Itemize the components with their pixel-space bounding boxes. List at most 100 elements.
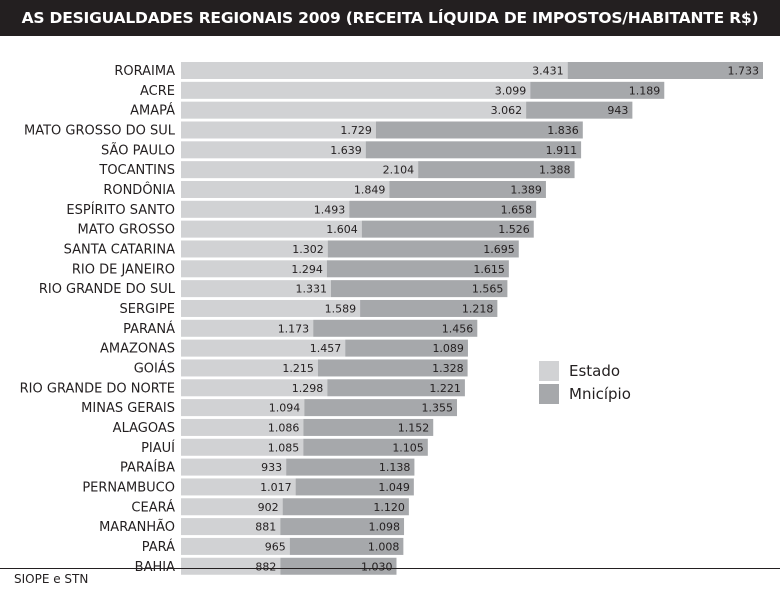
data-label: 1.030 — [361, 560, 393, 573]
category-label: CEARÁ — [131, 499, 175, 515]
data-label: 1.565 — [472, 283, 504, 296]
category-label: PARAÍBA — [120, 460, 175, 476]
bar-estado — [181, 399, 305, 417]
category-label: MINAS GERAIS — [81, 401, 175, 416]
bar-estado — [181, 478, 296, 496]
bar-municipio — [360, 299, 498, 317]
data-label: 881 — [255, 521, 276, 534]
bar-municipio — [365, 141, 582, 159]
category-label: TOCANTINS — [98, 163, 175, 178]
bar-estado — [181, 121, 376, 139]
bar-municipio — [289, 537, 404, 555]
data-label: 1.017 — [260, 481, 292, 494]
data-label: 1.218 — [462, 302, 494, 315]
data-label: 1.355 — [422, 402, 454, 415]
bar-municipio — [389, 180, 546, 198]
data-label: 1.085 — [268, 441, 300, 454]
data-label: 882 — [255, 560, 276, 573]
category-label: MATO GROSSO DO SUL — [24, 123, 176, 138]
category-label: RIO GRANDE DO SUL — [39, 282, 176, 297]
data-label: 1.298 — [292, 382, 324, 395]
bar-municipio — [349, 200, 537, 218]
category-label: MARANHÃO — [99, 519, 175, 535]
bar-estado — [181, 557, 281, 575]
category-label: RIO GRANDE DO NORTE — [20, 381, 175, 396]
bar-estado — [181, 180, 390, 198]
category-label: SANTA CATARINA — [64, 242, 175, 257]
data-label: 1.493 — [314, 203, 346, 216]
footer-divider — [0, 568, 780, 569]
data-label: 943 — [607, 104, 628, 117]
bar-municipio — [526, 101, 633, 119]
legend-label: Estado — [569, 362, 620, 380]
data-label: 1.456 — [442, 322, 474, 335]
bar-estado — [181, 280, 332, 298]
data-label: 1.331 — [296, 283, 328, 296]
category-label: PERNAMBUCO — [82, 480, 175, 495]
bar-estado — [181, 458, 287, 476]
category-label: ACRE — [140, 84, 175, 99]
bar-estado — [181, 62, 568, 79]
category-label: PIAUÍ — [141, 440, 175, 456]
bar-municipio — [280, 557, 397, 575]
bar-municipio — [326, 260, 509, 278]
bar-municipio — [317, 359, 468, 377]
bar-estado — [181, 141, 366, 159]
data-label: 1.526 — [498, 223, 530, 236]
data-label: 1.729 — [340, 124, 372, 137]
bar-estado — [181, 260, 327, 278]
data-label: 3.062 — [491, 104, 523, 117]
category-label: ESPÍRITO SANTO — [66, 202, 175, 218]
bar-estado — [181, 537, 290, 555]
bar-estado — [181, 220, 362, 238]
bar-estado — [181, 359, 318, 377]
data-label: 1.086 — [268, 421, 300, 434]
data-label: 1.615 — [473, 263, 505, 276]
data-label: 1.215 — [282, 362, 314, 375]
bar-municipio — [345, 339, 468, 357]
bar-estado — [181, 200, 350, 218]
category-label: MATO GROSSO — [78, 223, 175, 238]
bar-municipio — [303, 418, 434, 436]
data-label: 1.389 — [510, 183, 542, 196]
data-label: 1.094 — [269, 402, 301, 415]
bar-estado — [181, 518, 281, 536]
bar-municipio — [327, 240, 519, 258]
category-label: SÃO PAULO — [101, 142, 175, 158]
data-label: 1.589 — [325, 302, 357, 315]
category-label: RIO DE JANEIRO — [72, 262, 175, 277]
category-label: BAHIA — [135, 560, 175, 575]
data-label: 1.639 — [330, 144, 362, 157]
bar-estado — [181, 161, 419, 179]
bar-municipio — [295, 478, 414, 496]
data-label: 1.911 — [546, 144, 578, 157]
chart-title: AS DESIGUALDADES REGIONAIS 2009 (RECEITA… — [0, 0, 780, 36]
category-label: RONDÔNIA — [103, 182, 175, 198]
data-label: 1.849 — [354, 183, 386, 196]
bar-estado — [181, 299, 361, 317]
data-label: 965 — [265, 540, 286, 553]
data-label: 1.105 — [392, 441, 424, 454]
category-label: GOIÁS — [134, 360, 175, 376]
bar-municipio — [280, 518, 405, 536]
data-label: 1.098 — [369, 521, 401, 534]
bar-estado — [181, 81, 531, 99]
data-label: 1.008 — [368, 540, 400, 553]
legend-swatch-municipio — [539, 384, 559, 404]
data-label: 1.836 — [547, 124, 579, 137]
legend-swatch-estado — [539, 361, 559, 381]
data-label: 1.138 — [379, 461, 411, 474]
bar-municipio — [375, 121, 583, 139]
bar-estado — [181, 418, 304, 436]
bar-estado — [181, 240, 328, 258]
bar-municipio — [530, 81, 665, 99]
bar-municipio — [303, 438, 428, 456]
data-label: 2.104 — [383, 164, 415, 177]
data-label: 1.388 — [539, 164, 571, 177]
data-label: 1.302 — [292, 243, 324, 256]
data-label: 1.457 — [310, 342, 342, 355]
bar-municipio — [418, 161, 575, 179]
data-label: 1.189 — [629, 84, 661, 97]
bar-estado — [181, 438, 304, 456]
